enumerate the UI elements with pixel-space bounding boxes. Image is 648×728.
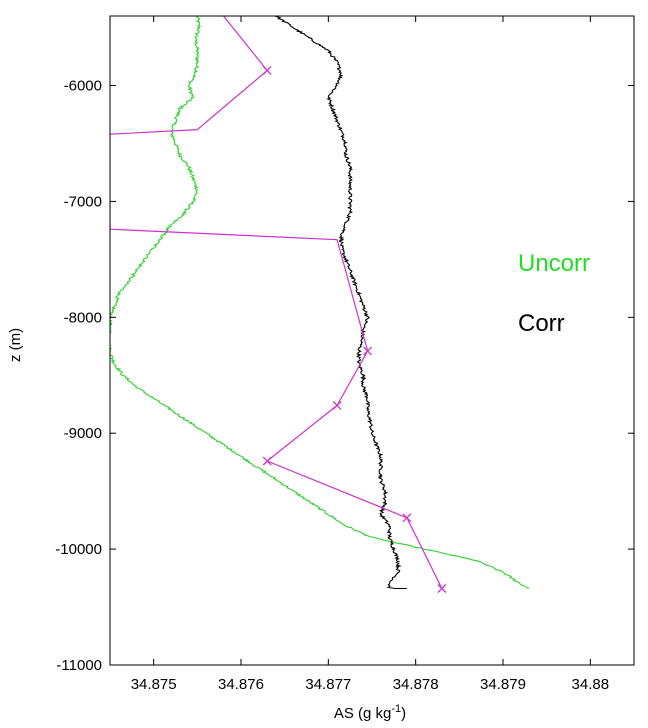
y-tick-label: -6000: [64, 78, 102, 95]
y-tick-label: -10000: [55, 541, 102, 558]
series-marker-x: [262, 66, 272, 75]
x-tick-label: 34.878: [393, 676, 439, 693]
series-marker-x: [332, 400, 342, 410]
x-tick-label: 34.877: [305, 676, 351, 693]
x-tick-label: 34.88: [572, 676, 610, 693]
series-line-0: [110, 16, 530, 590]
series-marker-x: [402, 513, 412, 523]
x-tick-label: 34.876: [218, 676, 264, 693]
x-axis-label: AS (g kg-1): [334, 703, 406, 722]
series-line-2: [110, 16, 443, 589]
series-marker-x: [437, 584, 447, 593]
y-tick-label: -11000: [56, 657, 102, 674]
x-axis-label-main: AS (g kg: [334, 705, 392, 722]
y-axis-label: z (m): [7, 328, 24, 362]
series-group: [110, 16, 530, 593]
plot-frame: [109, 15, 635, 666]
series-layer: [110, 16, 530, 593]
axes-layer: 34.875 34.876 34.877 34.878 34.879 34.88 -6000…: [55, 15, 635, 693]
x-tick-label: 34.879: [480, 676, 526, 693]
y-tick-label: -8000: [64, 309, 102, 326]
series-marker-x: [363, 346, 373, 356]
x-axis-label-end: ): [401, 705, 406, 722]
series-marker-x: [262, 456, 272, 466]
y-tick-label: -7000: [64, 193, 102, 210]
x-tick-label: 34.875: [131, 676, 177, 693]
series-line-1: [274, 16, 407, 590]
y-tick-label: -9000: [64, 425, 102, 442]
legend-uncorr: Uncorr: [518, 250, 590, 277]
legend-corr: Corr: [518, 310, 565, 337]
x-axis-label-sup: -1: [391, 703, 401, 715]
